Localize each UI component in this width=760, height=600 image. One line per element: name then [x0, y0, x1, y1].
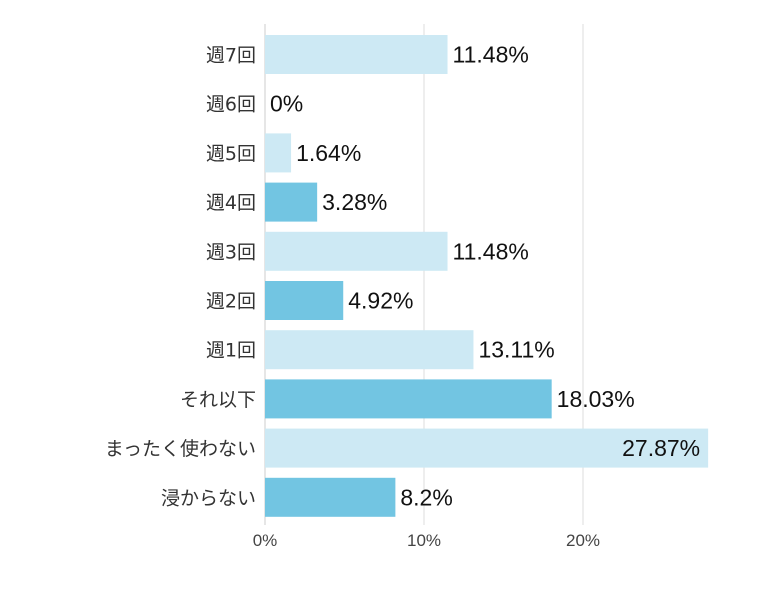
bar [265, 477, 396, 517]
value-label: 18.03% [557, 386, 635, 412]
x-tick-label: 20% [566, 531, 600, 550]
category-label: 浸からない [161, 487, 256, 509]
value-label: 13.11% [478, 337, 554, 363]
value-label: 4.92% [348, 288, 413, 314]
value-label: 27.87% [622, 435, 700, 461]
category-label: 週7回 [206, 45, 256, 67]
label-layer: 週7回 11.48% 週6回 0% 週5回 1.64% 週4回 3.28% 週3回 11.48% 週… [105, 42, 700, 511]
bar [265, 281, 344, 320]
category-label: 週3回 [206, 241, 256, 263]
category-label: 週6回 [206, 94, 256, 116]
category-label: 週2回 [206, 291, 256, 313]
category-label: 週4回 [206, 192, 256, 214]
bar-layer [265, 35, 709, 517]
value-label: 0% [270, 91, 303, 117]
value-label: 3.28% [322, 189, 387, 215]
category-label: 週5回 [206, 143, 256, 165]
tick-layer: 0% 10% 20% [253, 531, 600, 550]
bar [265, 428, 709, 468]
value-label: 11.48% [453, 238, 529, 264]
x-tick-label: 0% [253, 531, 278, 550]
bar [265, 35, 448, 74]
value-label: 11.48% [453, 42, 529, 68]
category-label: 週1回 [206, 340, 256, 362]
value-label: 1.64% [296, 140, 361, 166]
category-label: それ以下 [180, 389, 256, 411]
x-tick-label: 10% [407, 531, 441, 550]
bar [265, 330, 474, 370]
bar [265, 379, 552, 419]
bar [265, 231, 448, 271]
category-label: まったく使わない [105, 438, 256, 460]
bar [265, 133, 292, 173]
bar [265, 182, 318, 222]
value-label: 8.2% [400, 484, 452, 510]
